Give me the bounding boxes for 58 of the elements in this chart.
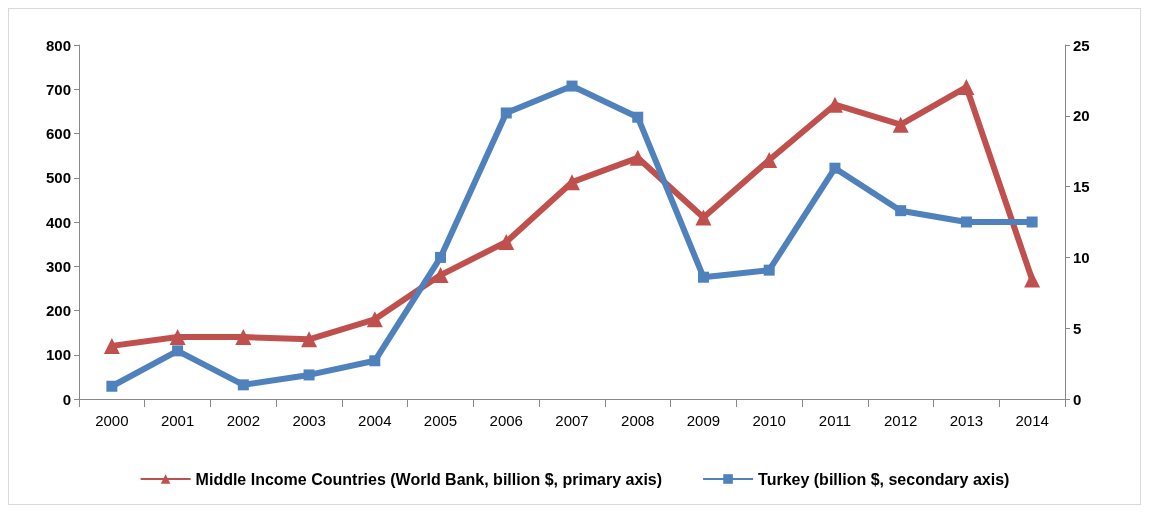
- y2-tick-label: 10: [1073, 248, 1090, 266]
- legend-label: Turkey (billion $, secondary axis): [758, 470, 1010, 488]
- legend-label: Middle Income Countries (World Bank, billion $, primary axis): [195, 470, 663, 488]
- x-tick-label: 2009: [686, 412, 721, 429]
- point: [695, 209, 712, 226]
- x-tick-label: 2011: [818, 412, 852, 429]
- point: [697, 271, 709, 283]
- point: [763, 264, 775, 276]
- y2-tick-label: 25: [1073, 36, 1090, 54]
- point: [498, 233, 515, 250]
- x-tick-label: 2005: [423, 412, 458, 429]
- point: [369, 355, 381, 367]
- point: [566, 80, 578, 92]
- point: [237, 379, 249, 391]
- x-tick-label: 2008: [621, 412, 655, 429]
- x-tick-label: 2013: [949, 412, 984, 429]
- y-tick-label: 0: [62, 390, 71, 408]
- point: [169, 329, 186, 346]
- x-tick-label: 2002: [226, 412, 261, 429]
- x-tick-label: 2004: [358, 412, 392, 429]
- y-tick-label: 600: [45, 125, 71, 142]
- x-tick-label: 2012: [883, 412, 918, 429]
- point: [435, 251, 447, 263]
- point: [1024, 271, 1041, 288]
- point: [235, 329, 252, 346]
- point: [500, 107, 512, 119]
- point: [895, 205, 907, 217]
- x-tick-label: 2010: [752, 412, 786, 429]
- y-tick-label: 500: [45, 169, 71, 187]
- point: [103, 337, 120, 354]
- y-tick-label: 200: [45, 302, 71, 319]
- point: [892, 116, 909, 133]
- point: [106, 380, 118, 392]
- point: [958, 79, 975, 96]
- point: [829, 162, 841, 174]
- x-tick-label: 2006: [489, 412, 523, 429]
- y-tick-label: 800: [45, 36, 71, 54]
- x-tick-label: 2007: [555, 412, 589, 429]
- point: [366, 311, 383, 328]
- point: [632, 111, 644, 123]
- y2-tick-label: 15: [1073, 178, 1090, 196]
- x-tick-label: 2003: [292, 412, 326, 429]
- point: [1026, 216, 1038, 228]
- point: [172, 345, 184, 357]
- y-tick-label: 300: [45, 257, 71, 275]
- x-tick-label: 2000: [95, 412, 129, 429]
- point: [303, 369, 315, 381]
- x-tick-label: 2001: [160, 412, 195, 429]
- y2-tick-label: 5: [1073, 319, 1082, 337]
- y2-tick-label: 20: [1073, 107, 1090, 125]
- point: [301, 331, 318, 348]
- y2-tick-label: 0: [1073, 390, 1082, 408]
- x-tick-label: 2014: [1015, 412, 1049, 429]
- point: [432, 267, 449, 284]
- y-tick-label: 700: [45, 80, 71, 98]
- point: [960, 216, 972, 228]
- y-tick-label: 400: [45, 213, 71, 231]
- y-tick-label: 100: [45, 346, 71, 364]
